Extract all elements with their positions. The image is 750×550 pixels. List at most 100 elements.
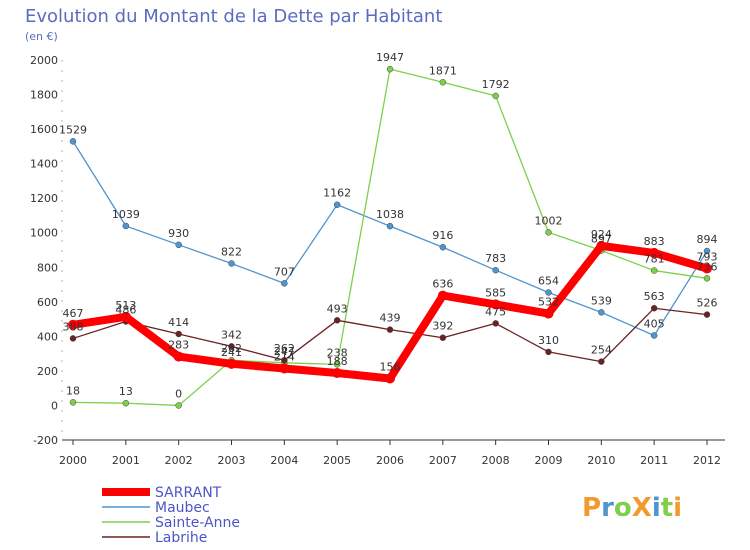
data-point-sarrant <box>226 358 237 369</box>
legend-label: Maubec <box>155 500 210 516</box>
data-label-sarrant: 793 <box>697 250 718 263</box>
data-point-sainte-anne <box>545 229 552 236</box>
data-point-sarrant <box>120 311 131 322</box>
x-tick-label: 2007 <box>429 454 457 467</box>
data-label-maubec: 916 <box>432 229 453 242</box>
y-tick-label: 200 <box>37 365 58 378</box>
data-label-sarrant: 283 <box>168 339 189 352</box>
data-point-labrihe <box>386 326 394 333</box>
data-label-sainte-anne: 897 <box>591 233 612 246</box>
data-point-sarrant <box>702 263 712 274</box>
data-point-maubec <box>228 260 235 267</box>
data-point-maubec <box>492 266 499 274</box>
data-label-maubec: 1162 <box>323 187 351 200</box>
data-label-maubec: 783 <box>485 252 506 265</box>
data-point-labrihe <box>69 335 77 342</box>
data-point-sarrant <box>279 363 290 374</box>
x-tick-label: 2004 <box>270 454 298 467</box>
data-label-sainte-anne: 1002 <box>535 214 563 227</box>
data-label-sainte-anne: 1792 <box>482 78 510 91</box>
data-point-labrihe <box>545 348 552 356</box>
data-label-sarrant: 883 <box>644 235 665 248</box>
data-label-sarrant: 156 <box>380 361 401 374</box>
data-point-maubec <box>122 222 130 230</box>
chart-title: Evolution du Montant de la Dette par Hab… <box>25 6 442 27</box>
x-tick-label: 2003 <box>218 454 246 467</box>
data-point-sainte-anne <box>439 79 447 86</box>
y-tick-label: 0 <box>51 399 58 412</box>
data-label-sainte-anne: 1947 <box>376 51 404 64</box>
data-point-maubec <box>386 222 394 230</box>
data-label-maubec: 654 <box>538 274 559 287</box>
data-label-sarrant: 636 <box>432 278 453 291</box>
x-tick-label: 2006 <box>376 454 404 467</box>
x-tick-label: 2009 <box>535 454 563 467</box>
x-tick-label: 2000 <box>59 454 87 467</box>
proxiti-logo: ProXiti <box>582 493 682 523</box>
data-label-sarrant: 241 <box>221 346 242 359</box>
data-point-sainte-anne <box>69 399 77 406</box>
data-label-sainte-anne: 0 <box>175 387 182 400</box>
y-tick-label: 2000 <box>30 54 58 67</box>
data-label-sainte-anne: 18 <box>66 384 80 397</box>
data-label-labrihe: 262 <box>274 342 295 355</box>
data-point-labrihe <box>492 320 499 327</box>
data-label-labrihe: 563 <box>644 290 665 303</box>
data-label-labrihe: 310 <box>538 334 559 347</box>
data-point-maubec <box>598 309 605 316</box>
x-tick-label: 2008 <box>482 454 510 467</box>
data-label-maubec: 1039 <box>112 208 140 221</box>
data-point-labrihe <box>228 343 235 350</box>
y-tick-label: 1600 <box>30 123 58 136</box>
data-label-sainte-anne: 1871 <box>429 64 457 77</box>
legend-label: Sainte-Anne <box>155 515 240 531</box>
data-point-sarrant <box>543 308 554 319</box>
data-label-labrihe: 439 <box>380 312 401 325</box>
data-label-maubec: 707 <box>274 265 295 278</box>
y-tick-label: 1000 <box>30 227 58 240</box>
x-tick-label: 2011 <box>640 454 668 467</box>
data-label-maubec: 930 <box>168 227 189 240</box>
data-label-labrihe: 388 <box>63 320 84 333</box>
data-point-labrihe <box>703 311 711 318</box>
data-point-maubec <box>175 241 182 249</box>
data-label-sainte-anne: 13 <box>119 385 133 398</box>
y-tick-label: 800 <box>37 261 58 274</box>
y-tick-label: 1800 <box>30 89 58 102</box>
legend-label: Labrihe <box>155 530 207 546</box>
data-label-sarrant: 467 <box>63 307 84 320</box>
data-label-labrihe: 342 <box>221 328 242 341</box>
x-tick-label: 2012 <box>693 454 721 467</box>
data-label-sarrant: 924 <box>591 228 612 241</box>
data-point-maubec <box>439 243 447 251</box>
data-point-sarrant <box>649 247 660 258</box>
data-label-labrihe: 475 <box>485 305 506 318</box>
data-point-sainte-anne <box>122 399 130 407</box>
data-point-maubec <box>703 247 711 255</box>
data-point-labrihe <box>175 330 182 338</box>
data-label-sarrant: 532 <box>538 296 559 309</box>
data-label-sarrant: 585 <box>485 286 506 299</box>
data-label-sainte-anne: 781 <box>644 253 665 266</box>
data-point-sainte-anne <box>703 275 711 282</box>
x-tick-label: 2001 <box>112 454 140 467</box>
y-tick-label: 400 <box>37 330 58 343</box>
data-point-maubec <box>69 138 77 145</box>
data-point-labrihe <box>598 358 605 365</box>
data-label-sarrant: 513 <box>115 299 136 312</box>
data-point-sarrant <box>596 240 607 251</box>
data-point-sainte-anne <box>386 65 394 73</box>
y-tick-label: 1400 <box>30 158 58 171</box>
data-label-labrihe: 526 <box>697 297 718 310</box>
data-label-maubec: 894 <box>697 233 718 246</box>
data-label-sarrant: 214 <box>274 350 295 363</box>
y-tick-label: 1200 <box>30 192 58 205</box>
chart-subtitle: (en €) <box>25 30 58 43</box>
data-point-sainte-anne <box>650 267 658 274</box>
x-tick-label: 2005 <box>323 454 351 467</box>
data-point-sarrant <box>385 373 395 384</box>
data-label-labrihe: 392 <box>432 320 453 333</box>
data-point-sarrant <box>490 299 501 310</box>
x-tick-label: 2002 <box>165 454 193 467</box>
